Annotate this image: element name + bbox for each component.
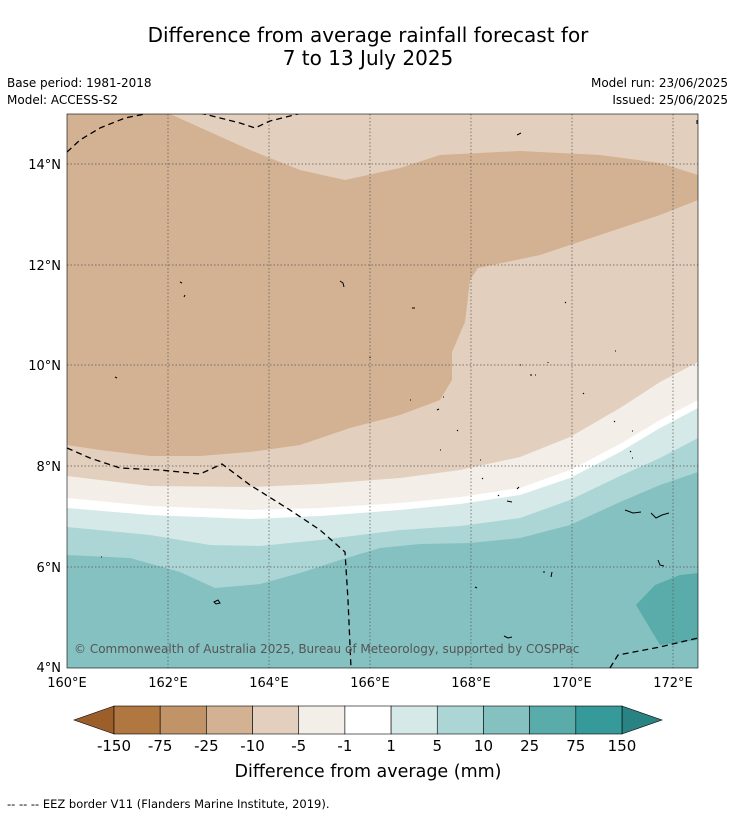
colorbar-tick-label: 75 <box>566 737 585 755</box>
copyright-notice: © Commonwealth of Australia 2025, Bureau… <box>74 642 579 656</box>
colorbar-cell <box>298 705 346 735</box>
band-25-75 <box>636 573 698 645</box>
colorbar-cell <box>206 705 253 735</box>
map-frame <box>66 113 699 669</box>
colorbar-tick-label: 5 <box>432 737 442 755</box>
lat-label: 10°N <box>28 359 61 374</box>
lon-label: 160°E <box>47 676 87 691</box>
title-line-2: 7 to 13 July 2025 <box>282 46 454 70</box>
band-10-25 <box>67 472 698 668</box>
colorbar-tick-label: 150 <box>608 737 637 755</box>
colorbar-cell <box>159 705 207 735</box>
lat-label: 12°N <box>28 259 61 274</box>
lat-label: 6°N <box>37 561 62 576</box>
base-period: Base period: 1981-2018 <box>7 76 152 90</box>
colorbar-right-arrow <box>621 705 663 735</box>
model-run: Model run: 23/06/2025 <box>590 76 728 90</box>
colorbar-tick-label: -150 <box>97 737 131 755</box>
colorbar-label: Difference from average (mm) <box>234 762 502 782</box>
lon-label: 162°E <box>148 676 188 691</box>
colorbar-tick-label: 10 <box>474 737 493 755</box>
colorbar-cell <box>113 705 161 735</box>
issued-date: Issued: 25/06/2025 <box>612 93 728 107</box>
colorbar-tick-label: 25 <box>520 737 539 755</box>
lat-label: 14°N <box>28 158 61 173</box>
lon-label: 172°E <box>653 676 693 691</box>
map-gridlines <box>67 114 698 668</box>
band-minus10-minus5 <box>67 114 698 456</box>
lon-label: 166°E <box>350 676 390 691</box>
model-name: Model: ACCESS-S2 <box>7 93 119 107</box>
lat-labels: 4°N 6°N 8°N 10°N 12°N 14°N <box>28 158 61 676</box>
colorbar-cell <box>436 705 484 735</box>
eez-borders <box>67 114 698 668</box>
colorbar-cell <box>344 705 392 735</box>
islands <box>101 120 698 639</box>
lon-label: 164°E <box>249 676 289 691</box>
lon-labels: 160°E 162°E 164°E 166°E 168°E 170°E 172°… <box>47 676 693 691</box>
colorbar: -150 -75 -25 -10 -5 -1 1 5 10 25 75 150 <box>73 705 663 755</box>
colorbar-left-arrow <box>73 705 115 735</box>
colorbar-tick-label: -75 <box>148 737 173 755</box>
lon-label: 168°E <box>451 676 491 691</box>
rainfall-map: © Commonwealth of Australia 2025, Bureau… <box>67 114 698 668</box>
colorbar-cell <box>529 705 577 735</box>
colorbar-cell <box>390 705 438 735</box>
colorbar-cell <box>575 705 623 735</box>
colorbar-tick-label: -10 <box>240 737 265 755</box>
colorbar-tick-label: -25 <box>194 737 219 755</box>
colorbar-cell <box>483 705 530 735</box>
colorbar-tick-label: -5 <box>291 737 306 755</box>
colorbar-tick-label: 1 <box>386 737 396 755</box>
colorbar-tick-label: -1 <box>337 737 352 755</box>
title-line-1: Difference from average rainfall forecas… <box>147 23 589 47</box>
lat-label: 8°N <box>37 460 62 475</box>
colorbar-cell <box>252 705 300 735</box>
lon-label: 170°E <box>552 676 592 691</box>
lat-label: 4°N <box>37 661 62 676</box>
eez-border-legend: -- -- -- EEZ border V11 (Flanders Marine… <box>7 797 330 811</box>
